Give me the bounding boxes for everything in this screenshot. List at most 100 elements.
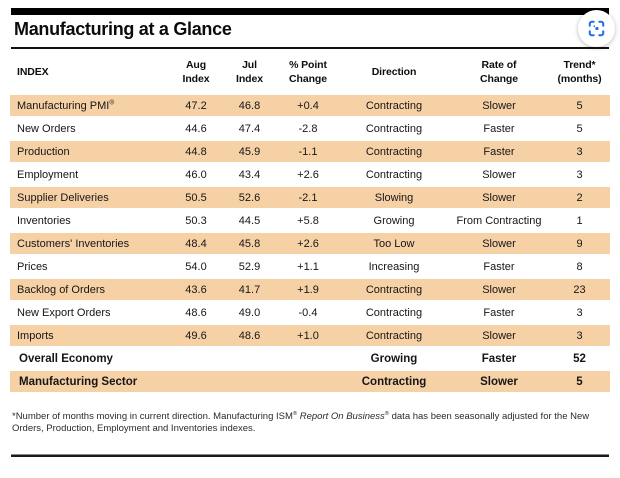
cell-index: New Orders [17,122,76,135]
cell-rate: Slower [449,233,549,255]
cell-aug: 44.6 [185,122,207,135]
table-row: Backlog of Orders 43.6 41.7 +1.9 Contracting… [10,279,610,301]
cell-trend: 1 [576,214,583,227]
cell-change: -0.4 [298,306,318,319]
cell-direction: Growing [370,352,418,365]
cell-direction: Contracting [339,95,449,117]
cell-aug: 54.0 [185,260,207,273]
table-row: Customers' Inventories 48.4 45.8 +2.6 Too Lo… [10,233,610,255]
table-row: Employment 46.0 43.4 +2.6 Contracting Slower 3 [10,164,610,185]
cell-change: +0.4 [277,95,339,117]
cell-index: Manufacturing PMI® [10,95,170,117]
cell-direction: Contracting [339,141,449,163]
cell-aug: 50.3 [185,214,207,227]
cell-trend: 5 [549,95,610,117]
table-header-row: INDEX Aug Index Jul Index % Point Change Direct… [10,54,610,93]
cell-aug: 43.6 [170,279,222,301]
table-row: Manufacturing PMI® 47.2 46.8 +0.4 Contractin… [10,95,610,117]
cell-jul: 45.8 [222,233,277,255]
table-row: Imports 49.6 48.6 +1.0 Contracting Slower 3 [10,325,610,347]
cell-rate: Slower [449,371,549,393]
cell-direction: Contracting [339,371,449,393]
cell-direction: Contracting [365,122,423,135]
cell-direction: Contracting [365,306,423,319]
cell-change: -2.1 [277,187,339,209]
cell-aug [170,371,222,393]
summary-row: Overall Economy Growing Faster 52 [10,348,610,369]
cell-trend: 8 [576,260,583,273]
cell-aug: 48.4 [170,233,222,255]
cell-aug [170,348,222,369]
cell-trend: 3 [549,141,610,163]
cell-change: +1.1 [297,260,319,273]
cell-index: Employment [17,168,79,181]
cell-rate: Slower [449,279,549,301]
cell-jul [222,371,277,393]
column-header-aug: Aug Index [182,59,210,85]
cell-index: Backlog of Orders [10,279,170,301]
column-header-change: % Point Change [289,59,327,85]
cell-rate: Slower [449,187,549,209]
cell-index: Prices [17,260,48,273]
column-header-direction: Direction [371,65,417,78]
cell-jul: 43.4 [238,168,261,181]
cell-jul: 41.7 [222,279,277,301]
cell-rate: Slower [449,325,549,347]
cell-rate: From Contracting [456,214,542,227]
cell-direction: Contracting [365,168,423,181]
cell-trend: 5 [549,371,610,393]
cell-index: Overall Economy [19,352,113,365]
table-row: Supplier Deliveries 50.5 52.6 -2.1 Slowing Sl… [10,187,610,209]
top-rule-bar [11,8,609,15]
table-row: Prices 54.0 52.9 +1.1 Increasing Faster 8 [10,256,610,277]
cell-direction: Contracting [339,279,449,301]
cell-change: +1.9 [277,279,339,301]
table-row: Production 44.8 45.9 -1.1 Contracting Faster 3 [10,141,610,163]
title-divider [11,47,609,49]
cell-aug: 49.6 [170,325,222,347]
cell-change: +5.8 [297,214,319,227]
column-header-trend: Trend* (months) [557,59,602,85]
cell-index: Inventories [17,214,71,227]
cell-trend: 3 [576,306,583,319]
cell-index: Production [10,141,170,163]
cell-aug: 44.8 [170,141,222,163]
cell-trend: 3 [576,168,583,181]
table-body: Manufacturing PMI® 47.2 46.8 +0.4 Contractin… [10,95,610,393]
table-row: Inventories 50.3 44.5 +5.8 Growing From Contr… [10,210,610,231]
cell-jul: 44.5 [238,214,261,227]
column-header-rate: Rate of Change [480,59,518,85]
cell-aug: 48.6 [185,306,207,319]
cell-jul [222,348,277,369]
cell-change: +2.6 [277,233,339,255]
cell-jul: 48.6 [222,325,277,347]
column-header-index: INDEX [17,65,49,78]
cell-change: +1.0 [277,325,339,347]
bottom-rule-bar [11,454,609,457]
cell-trend: 9 [549,233,610,255]
cell-trend: 52 [573,352,586,365]
cell-rate: Slower [482,168,516,181]
table-row: New Export Orders 48.6 49.0 -0.4 Contracting… [10,302,610,323]
cell-trend: 3 [549,325,610,347]
cell-rate: Faster [483,306,515,319]
cell-trend: 2 [549,187,610,209]
cell-change: +2.6 [297,168,319,181]
cell-direction: Contracting [339,325,449,347]
cell-direction: Slowing [339,187,449,209]
scan-icon [587,19,606,38]
cell-change: -1.1 [277,141,339,163]
cell-jul: 46.8 [222,95,277,117]
manufacturing-at-a-glance-table: INDEX Aug Index Jul Index % Point Change Direct… [10,52,610,394]
cell-index: Customers' Inventories [10,233,170,255]
summary-row: Manufacturing Sector Contracting Slower 5 [10,371,610,393]
cell-index: Manufacturing Sector [10,371,170,393]
column-header-jul: Jul Index [236,59,263,85]
scan-button[interactable] [578,10,615,47]
cell-jul: 45.9 [222,141,277,163]
cell-rate: Faster [449,141,549,163]
table-row: New Orders 44.6 47.4 -2.8 Contracting Faster 5 [10,118,610,139]
cell-trend: 23 [549,279,610,301]
cell-rate: Faster [481,352,517,365]
